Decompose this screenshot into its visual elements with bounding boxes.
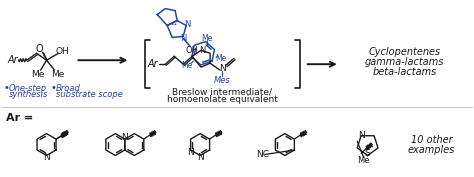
Text: •: • <box>4 83 9 93</box>
Text: Me: Me <box>201 34 213 43</box>
Text: NC: NC <box>256 150 269 159</box>
Text: homoenolate equivalent: homoenolate equivalent <box>166 95 277 104</box>
Text: OH: OH <box>55 47 69 56</box>
Text: Ar: Ar <box>7 55 18 65</box>
Text: One-step: One-step <box>9 84 47 93</box>
Text: Breslow intermediate/: Breslow intermediate/ <box>172 87 272 96</box>
Text: Me: Me <box>51 70 64 79</box>
Text: •: • <box>51 83 56 93</box>
Text: N: N <box>199 46 205 55</box>
Text: O: O <box>36 44 44 54</box>
Text: N: N <box>187 148 193 157</box>
Text: Cyclopentenes: Cyclopentenes <box>368 47 440 57</box>
Text: N: N <box>358 131 365 140</box>
Text: examples: examples <box>408 144 455 155</box>
Text: N: N <box>197 153 203 162</box>
Text: Me: Me <box>357 156 370 165</box>
Text: Mes: Mes <box>214 76 230 85</box>
Text: N: N <box>121 133 128 142</box>
Text: S: S <box>365 149 371 158</box>
Text: N: N <box>184 20 191 29</box>
Text: OH: OH <box>186 46 199 55</box>
Text: ••: •• <box>171 22 178 27</box>
Text: Me: Me <box>182 61 193 70</box>
Text: N: N <box>219 64 226 73</box>
Text: N: N <box>180 34 186 43</box>
Text: Broad: Broad <box>55 84 81 93</box>
Text: Me: Me <box>215 54 227 63</box>
Text: gamma-lactams: gamma-lactams <box>365 57 444 67</box>
Text: N: N <box>43 153 50 162</box>
Text: substrate scope: substrate scope <box>55 90 122 99</box>
Text: synthesis: synthesis <box>9 90 48 99</box>
Text: Ar: Ar <box>148 59 159 69</box>
Text: Ar =: Ar = <box>6 113 33 123</box>
Text: beta-lactams: beta-lactams <box>373 67 437 77</box>
Text: 10 other: 10 other <box>410 135 452 145</box>
Text: Me: Me <box>31 70 44 79</box>
